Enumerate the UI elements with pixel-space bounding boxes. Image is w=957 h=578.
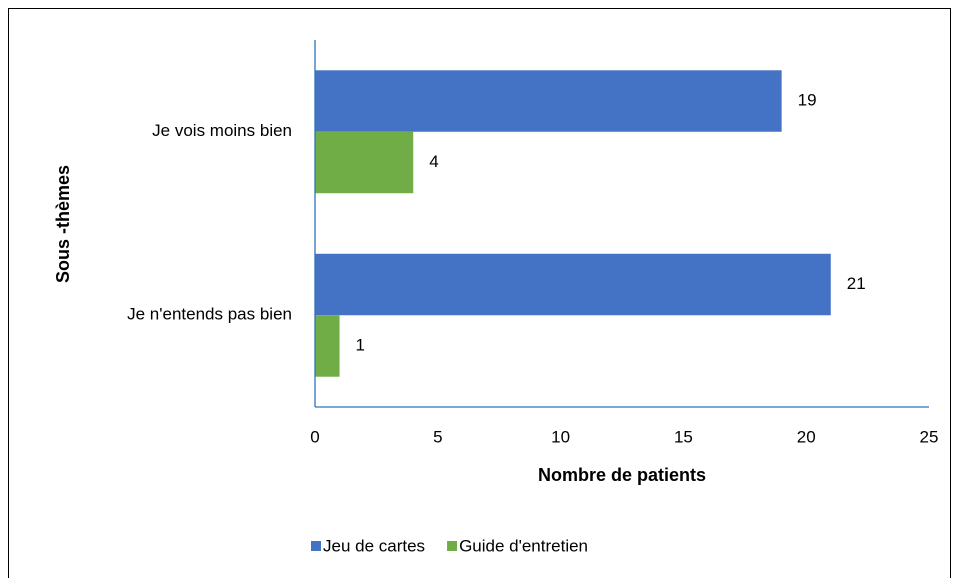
x-tick-label: 0 [310,427,319,446]
data-label: 19 [798,90,817,109]
legend-label: Jeu de cartes [323,536,425,555]
data-label: 21 [847,274,866,293]
x-tick-label: 5 [433,427,442,446]
bar [315,253,831,316]
bar [315,315,340,377]
bar [315,131,414,194]
data-label: 4 [429,152,438,171]
legend-label: Guide d'entretien [459,536,588,555]
x-tick-label: 25 [920,427,939,446]
y-axis-label: Sous -thèmes [53,165,73,283]
legend-swatch [447,541,458,551]
legend-swatch [311,541,321,551]
data-label: 1 [356,335,365,354]
x-tick-label: 15 [674,427,693,446]
x-tick-label: 10 [551,427,570,446]
x-tick-label: 20 [797,427,816,446]
y-tick-label: Je vois moins bien [152,121,292,140]
bar [315,70,782,132]
x-axis-label: Nombre de patients [538,465,706,485]
y-tick-label: Je n'entends pas bien [127,305,292,324]
